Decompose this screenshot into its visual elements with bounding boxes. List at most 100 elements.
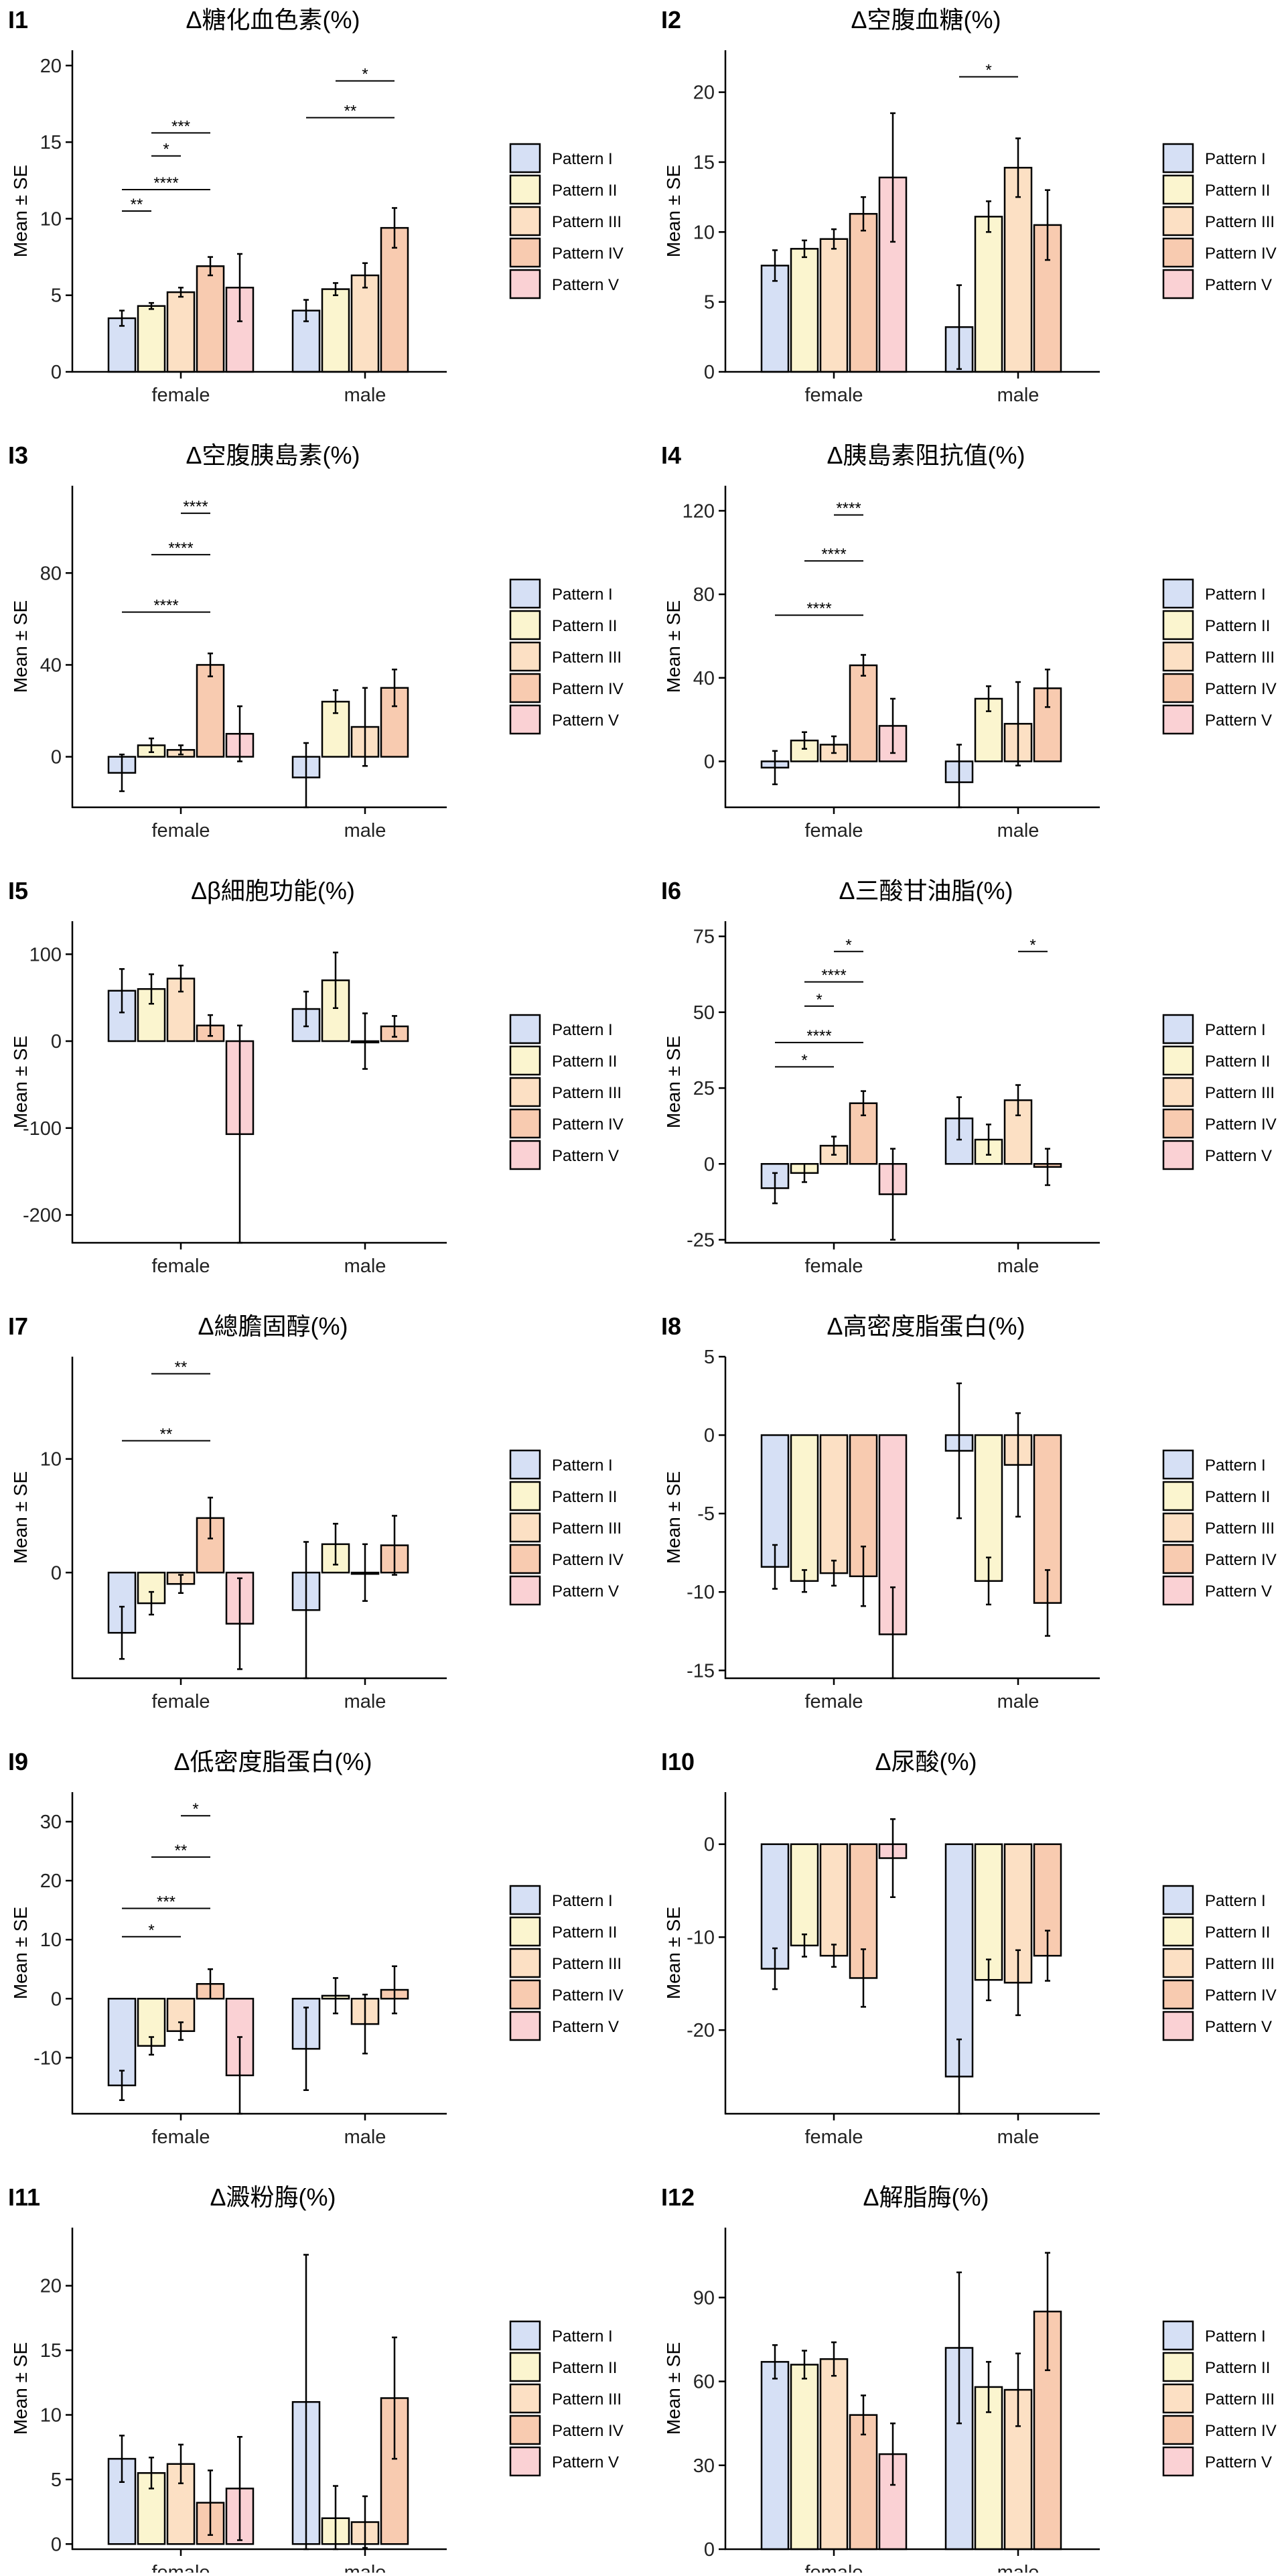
panel-tag: I11 <box>8 2183 40 2211</box>
legend-swatch <box>509 1979 541 2010</box>
legend-swatch <box>509 610 541 640</box>
x-tick-label-female: female <box>151 385 210 406</box>
legend-swatch <box>509 143 541 174</box>
y-axis-label: Mean ± SE <box>663 1907 684 1999</box>
y-axis-label: Mean ± SE <box>10 1036 31 1128</box>
legend-label: Pattern III <box>552 213 622 231</box>
chart-panel-i10: I10 Δ尿酸(%) Mean ± SE-20 -10 0 female male Patte… <box>661 1748 1277 2148</box>
y-axis-label: Mean ± SE <box>10 600 31 693</box>
legend-label: Pattern IV <box>552 245 624 263</box>
legend-label: Pattern IV <box>1205 1551 1277 1569</box>
y-tick-label: 120 <box>683 500 715 522</box>
y-tick-label: 20 <box>40 2276 62 2297</box>
y-tick-label: 75 <box>693 927 715 948</box>
legend-label: Pattern IV <box>552 1551 624 1569</box>
significance-label: **** <box>821 545 846 563</box>
panel-title: Δ三酸甘油脂(%) <box>839 877 1013 904</box>
legend-label: Pattern V <box>552 2453 619 2471</box>
x-tick-label-female: female <box>151 1256 210 1277</box>
bar-female-2 <box>790 248 819 373</box>
legend-swatch <box>509 2011 541 2041</box>
panel-title: Δ總膽固醇(%) <box>198 1312 348 1340</box>
y-tick-label: 80 <box>40 563 62 584</box>
y-tick-label: 30 <box>693 2455 715 2477</box>
legend-label: Pattern I <box>1205 2327 1266 2346</box>
legend-label: Pattern V <box>1205 1147 1272 1165</box>
significance-label: ** <box>344 103 357 121</box>
legend-swatch <box>509 1481 541 1511</box>
x-tick-label-male: male <box>997 2562 1040 2573</box>
legend-swatch <box>509 1077 541 1107</box>
legend-label: Pattern IV <box>552 1115 624 1134</box>
legend-swatch <box>509 1449 541 1480</box>
y-tick-label: 0 <box>704 1154 715 1175</box>
legend-label: Pattern V <box>1205 2453 1272 2471</box>
y-tick-label: 0 <box>704 1834 715 1856</box>
y-tick-label: 90 <box>693 2287 715 2309</box>
legend-swatch <box>509 1885 541 1915</box>
legend-label: Pattern V <box>1205 1582 1272 1601</box>
legend-swatch <box>1162 704 1194 735</box>
y-tick-label: 15 <box>40 132 62 153</box>
significance-label: *** <box>171 117 190 135</box>
x-tick-label-female: female <box>804 385 863 406</box>
chart-panel-i4: I4 Δ胰島素阻抗值(%) Mean ± SE 0 40 80 120 female male *… <box>661 442 1277 841</box>
bar-female-4 <box>196 664 225 758</box>
bar-male-3 <box>350 274 380 373</box>
legend-label: Pattern III <box>1205 649 1275 667</box>
significance-label: * <box>816 991 822 1009</box>
legend-label: Pattern V <box>552 2018 619 2036</box>
significance-label: ** <box>160 1426 173 1444</box>
legend-label: Pattern II <box>1205 1053 1270 1071</box>
x-tick-label-female: female <box>804 820 863 841</box>
legend-label: Pattern III <box>1205 1084 1275 1102</box>
y-tick-label: -10 <box>687 1582 715 1603</box>
panel-title: Δ尿酸(%) <box>875 1748 977 1775</box>
legend-swatch <box>1162 2415 1194 2445</box>
x-tick-label-male: male <box>344 2126 386 2148</box>
x-tick-label-male: male <box>344 1691 386 1712</box>
panel-title: Δβ細胞功能(%) <box>191 877 355 904</box>
legend-swatch <box>1162 1544 1194 1574</box>
legend-swatch <box>1162 2011 1194 2041</box>
legend-swatch <box>1162 1948 1194 1978</box>
y-axis-label: Mean ± SE <box>663 600 684 693</box>
significance-label: * <box>985 62 991 80</box>
y-tick-label: 10 <box>40 1929 62 1951</box>
significance-label: ** <box>175 1842 188 1860</box>
y-tick-label: 0 <box>51 362 62 383</box>
legend-label: Pattern V <box>552 276 619 294</box>
legend-label: Pattern V <box>552 711 619 730</box>
legend-label: Pattern III <box>1205 213 1275 231</box>
legend-label: Pattern III <box>552 1955 622 1973</box>
panel-tag: I2 <box>661 6 681 33</box>
x-tick-label-female: female <box>151 1691 210 1712</box>
bar-male-2 <box>974 216 1003 373</box>
legend-swatch <box>509 1014 541 1044</box>
legend-label: Pattern I <box>1205 1021 1266 1039</box>
legend-swatch <box>1162 1979 1194 2010</box>
significance-label: **** <box>183 498 208 516</box>
significance-label: * <box>192 1800 198 1818</box>
legend-swatch <box>509 578 541 609</box>
legend-label: Pattern I <box>1205 150 1266 168</box>
significance-label: * <box>801 1051 807 1069</box>
legend-swatch <box>509 269 541 299</box>
legend-label: Pattern V <box>1205 711 1272 730</box>
legend-label: Pattern I <box>552 1021 613 1039</box>
significance-label: * <box>148 1921 154 1940</box>
legend-swatch <box>509 2446 541 2477</box>
panel-title: Δ高密度脂蛋白(%) <box>827 1312 1025 1340</box>
significance-label: **** <box>821 967 846 985</box>
legend-swatch <box>1162 2446 1194 2477</box>
legend-label: Pattern IV <box>1205 1115 1277 1134</box>
significance-label: **** <box>806 1027 831 1045</box>
x-tick-label-female: female <box>804 2562 863 2573</box>
chart-panel-i6: I6 Δ三酸甘油脂(%) Mean ± SE -25 0 25 50 75 female male… <box>661 877 1277 1277</box>
significance-label: ** <box>131 196 143 214</box>
y-tick-label: 10 <box>693 222 715 243</box>
legend-label: Pattern II <box>552 2359 617 2377</box>
significance-label: **** <box>836 500 861 518</box>
panel-tag: I10 <box>661 1748 695 1775</box>
